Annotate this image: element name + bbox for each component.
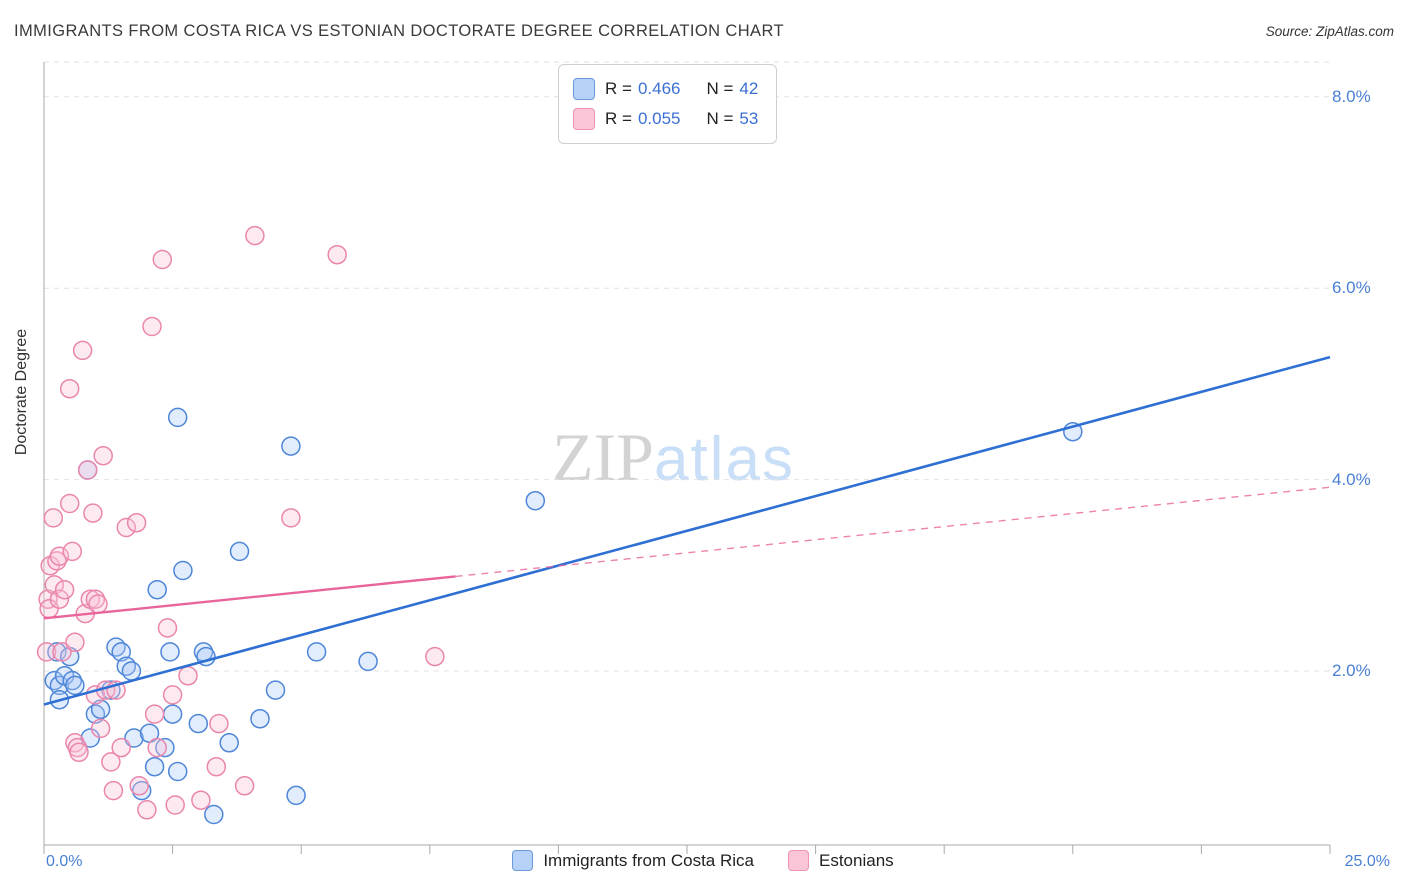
scatter-point-estonians	[245, 225, 265, 246]
r-value-costa-rica: 0.466	[637, 79, 681, 98]
costa-rica-swatch-icon	[573, 78, 595, 100]
scatter-point-estonians	[77, 460, 98, 480]
n-value-costa-rica: 42	[739, 79, 759, 98]
scatter-point-costa-rica	[204, 804, 224, 825]
scatter-point-estonians	[90, 718, 111, 739]
scatter-point-estonians	[116, 517, 137, 538]
y-tick-2: 2.0%	[1332, 661, 1371, 680]
y-tick-6: 6.0%	[1332, 278, 1371, 297]
r-label: R =	[605, 79, 632, 98]
legend-label-estonians: Estonians	[819, 850, 894, 870]
scatter-point-costa-rica	[173, 560, 193, 581]
scatter-point-costa-rica	[306, 642, 327, 662]
scatter-point-estonians	[49, 589, 70, 609]
scatter-point-estonians	[206, 756, 227, 777]
scatter-point-estonians	[178, 666, 198, 686]
scatter-point-estonians	[165, 795, 185, 815]
scatter-point-estonians	[111, 737, 131, 758]
scatter-point-estonians	[72, 340, 93, 361]
scatter-point-estonians	[137, 800, 157, 820]
scatter-point-costa-rica	[265, 680, 286, 700]
y-axis-title: Doctorate Degree	[13, 328, 30, 456]
n-label: N =	[706, 109, 734, 128]
estonians-swatch-icon	[788, 850, 809, 871]
trendline-estonians-solid	[43, 575, 456, 620]
n-label: N =	[706, 79, 734, 98]
r-label: R =	[605, 109, 632, 128]
legend-row-estonians: R = 0.055 N = 53	[573, 105, 758, 133]
legend-row-costa-rica: R = 0.466 N = 42	[573, 75, 758, 103]
scatter-point-estonians	[59, 493, 80, 514]
legend-label-costa-rica: Immigrants from Costa Rica	[543, 850, 754, 870]
scatter-point-estonians	[62, 541, 83, 562]
y-tick-4: 4.0%	[1332, 470, 1371, 489]
scatter-point-estonians	[88, 594, 108, 614]
scatter-point-estonians	[101, 752, 121, 772]
legend-item-costa-rica: Immigrants from Costa Rica	[512, 850, 754, 871]
scatter-point-costa-rica	[155, 737, 175, 758]
scatter-point-estonians	[93, 445, 113, 466]
scatter-point-estonians	[36, 642, 57, 662]
n-value-estonians: 53	[739, 109, 759, 128]
scatter-point-estonians	[209, 713, 229, 734]
scatter-point-costa-rica	[167, 407, 188, 428]
scatter-point-estonians	[126, 512, 147, 533]
scatter-point-estonians	[191, 790, 211, 810]
scatter-point-costa-rica	[250, 709, 270, 729]
scatter-point-estonians	[425, 646, 445, 667]
scatter-point-costa-rica	[188, 713, 209, 734]
costa-rica-swatch-icon	[512, 850, 534, 871]
scatter-point-estonians	[157, 618, 178, 638]
scatter-point-estonians	[327, 244, 347, 265]
scatter-point-costa-rica	[358, 651, 378, 672]
scatter-point-estonians	[83, 503, 103, 523]
legend-item-estonians: Estonians	[788, 850, 894, 871]
scatter-point-estonians	[147, 737, 167, 758]
scatter-point-costa-rica	[160, 642, 180, 662]
scatter-point-estonians	[281, 508, 301, 528]
scatter-point-costa-rica	[286, 785, 306, 806]
scatter-point-costa-rica	[219, 733, 239, 753]
trendline-costa-rica	[43, 355, 1331, 706]
scatter-point-estonians	[52, 642, 72, 662]
scatter-point-estonians	[144, 704, 165, 724]
scatter-point-costa-rica	[229, 541, 250, 562]
scatter-point-estonians	[44, 575, 65, 595]
scatter-point-costa-rica	[162, 704, 183, 724]
scatter-point-costa-rica	[147, 579, 167, 600]
r-value-estonians: 0.055	[637, 109, 681, 128]
trendline-estonians-dashed	[455, 486, 1331, 578]
source-attribution: Source: ZipAtlas.com	[1265, 24, 1394, 39]
scatter-point-costa-rica	[65, 675, 85, 696]
scatter-point-costa-rica	[121, 661, 142, 681]
scatter-point-estonians	[129, 776, 149, 796]
scatter-point-costa-rica	[525, 490, 546, 511]
correlation-legend: R = 0.466 N = 42 R = 0.055 N = 53	[558, 64, 778, 144]
estonians-swatch-icon	[573, 108, 595, 130]
scatter-point-estonians	[142, 316, 162, 337]
scatter-point-estonians	[162, 685, 183, 705]
series-legend: Immigrants from Costa Rica Estonians	[0, 850, 1406, 871]
page-title: IMMIGRANTS FROM COSTA RICA VS ESTONIAN D…	[14, 22, 784, 40]
scatter-point-estonians	[54, 579, 75, 600]
scatter-point-estonians	[69, 742, 89, 763]
scatter-point-estonians	[234, 776, 255, 796]
x-tick-max: 25.0%	[1344, 853, 1390, 870]
scatter-point-costa-rica	[144, 756, 165, 777]
y-tick-8: 8.0%	[1332, 87, 1371, 106]
x-tick-min: 0.0%	[46, 853, 83, 870]
scatter-point-estonians	[43, 508, 64, 528]
scatter-point-costa-rica	[167, 761, 188, 782]
scatter-point-estonians	[65, 632, 85, 653]
scatter-point-costa-rica	[111, 642, 131, 662]
scatter-point-estonians	[152, 249, 173, 270]
scatter-point-estonians	[103, 780, 124, 801]
scatter-point-costa-rica	[281, 436, 301, 456]
scatter-point-estonians	[59, 378, 80, 399]
scatter-point-costa-rica	[90, 699, 111, 720]
